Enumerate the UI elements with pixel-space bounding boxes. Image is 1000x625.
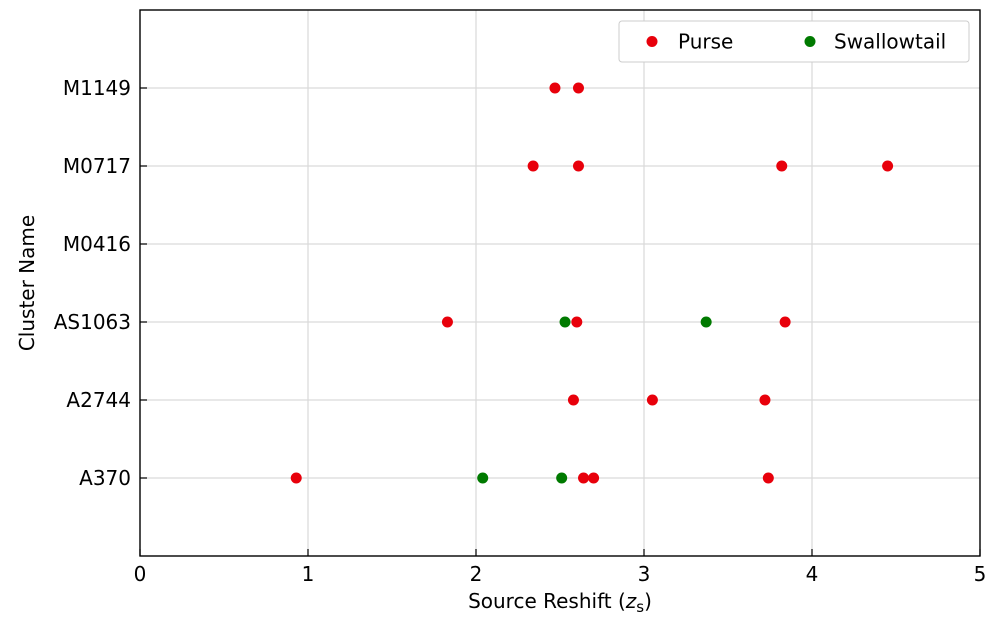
purse-point <box>776 160 788 172</box>
y-axis-label: Cluster Name <box>15 215 39 351</box>
legend-marker-purse <box>646 36 658 47</box>
purse-point <box>882 160 894 172</box>
swallowtail-point <box>477 472 489 484</box>
x-tick-label: 0 <box>134 562 147 586</box>
x-tick-label: 2 <box>470 562 483 586</box>
x-tick-label: 5 <box>974 562 987 586</box>
x-axis-label-close: ) <box>644 589 652 613</box>
swallowtail-point <box>700 316 712 328</box>
data-points <box>290 82 894 484</box>
y-tick-label: M1149 <box>63 76 131 100</box>
x-axis-label-text: Source Reshift ( <box>468 589 626 613</box>
axis-ticks: 0 1 2 3 4 5 A370 A2744 AS1063 M0416 M0717 M1149 <box>54 76 987 586</box>
purse-point <box>578 472 590 484</box>
purse-point <box>549 82 561 94</box>
purse-point <box>646 394 658 406</box>
purse-point <box>572 82 584 94</box>
x-axis-label-variable: z <box>625 589 637 613</box>
swallowtail-point <box>556 472 568 484</box>
purse-point <box>779 316 791 328</box>
y-tick-label: M0416 <box>63 232 131 256</box>
legend-box <box>618 20 970 63</box>
purse-point <box>290 472 302 484</box>
purse-point <box>441 316 453 328</box>
y-tick-label: M0717 <box>63 154 131 178</box>
x-tick-label: 1 <box>302 562 315 586</box>
x-axis-label-subscript: s <box>636 598 644 616</box>
purse-point <box>527 160 539 172</box>
plot-area-frame <box>139 9 981 557</box>
purse-point <box>762 472 774 484</box>
legend-label-purse: Purse <box>678 30 733 54</box>
y-tick-label: AS1063 <box>54 310 131 334</box>
x-tick-label: 3 <box>638 562 651 586</box>
legend: Purse Swallowtail <box>618 20 970 63</box>
purse-point <box>588 472 600 484</box>
purse-point <box>572 160 584 172</box>
y-tick-label: A370 <box>79 466 131 490</box>
legend-label-swallowtail: Swallowtail <box>834 30 946 54</box>
purse-point <box>759 394 771 406</box>
purse-point <box>571 316 583 328</box>
y-tick-label: A2744 <box>66 388 131 412</box>
swallowtail-point <box>559 316 571 328</box>
legend-marker-swallowtail <box>804 36 816 47</box>
purse-point <box>567 394 579 406</box>
x-tick-label: 4 <box>806 562 819 586</box>
x-axis-label: Source Reshift (zs) <box>468 589 652 616</box>
